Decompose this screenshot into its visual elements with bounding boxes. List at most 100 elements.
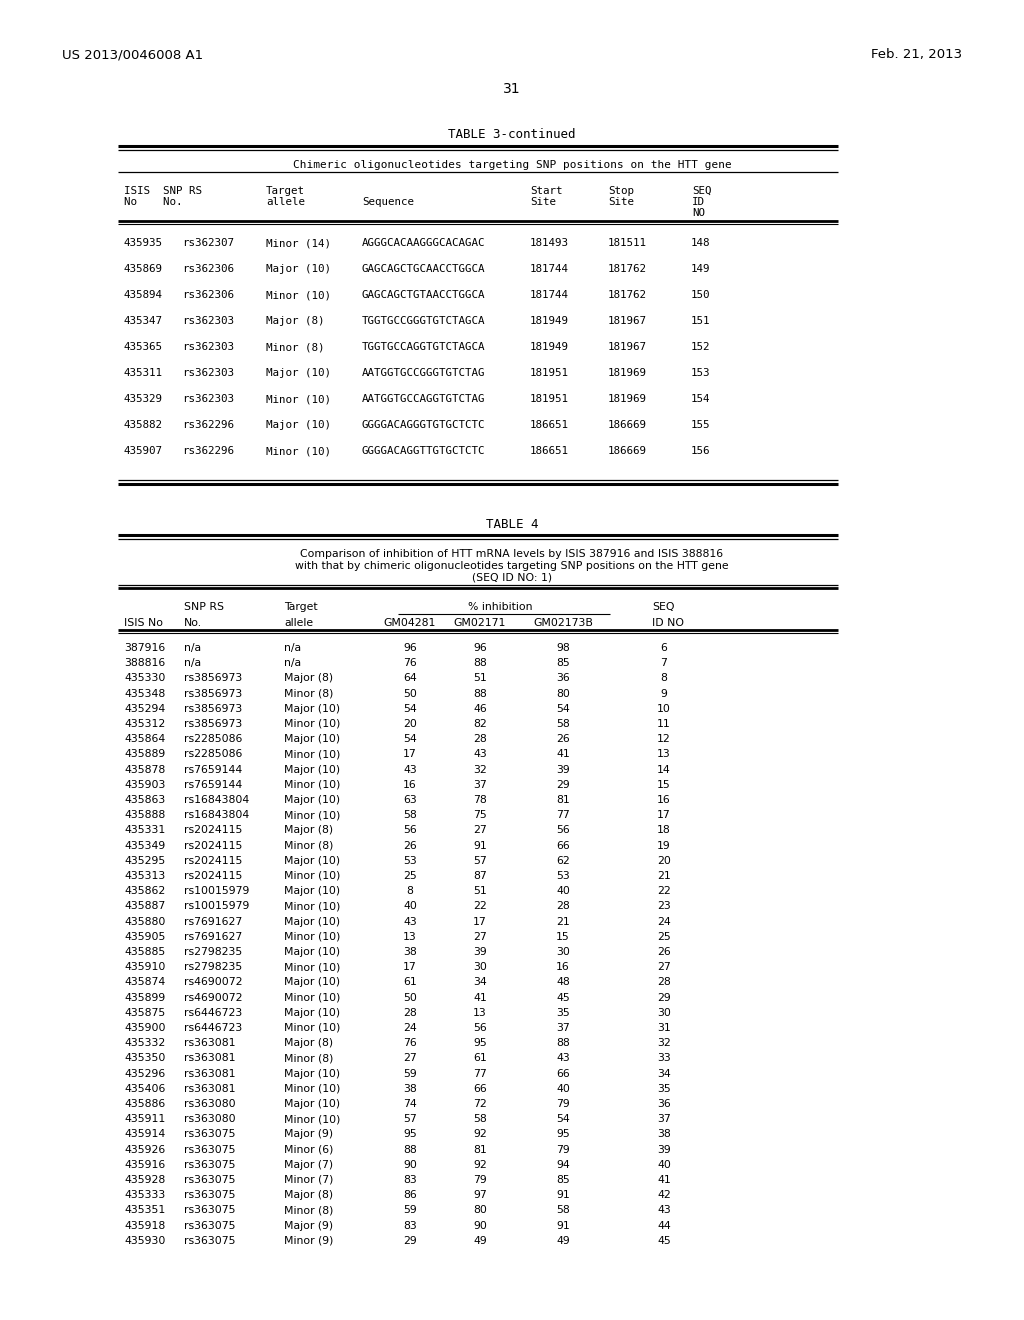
Text: 181762: 181762 bbox=[608, 290, 647, 300]
Text: Major (8): Major (8) bbox=[284, 825, 333, 836]
Text: 13: 13 bbox=[473, 1007, 486, 1018]
Text: 43: 43 bbox=[657, 1205, 671, 1216]
Text: 40: 40 bbox=[556, 1084, 570, 1094]
Text: (SEQ ID NO: 1): (SEQ ID NO: 1) bbox=[472, 573, 552, 583]
Text: 95: 95 bbox=[556, 1130, 570, 1139]
Text: Minor (10): Minor (10) bbox=[284, 719, 340, 729]
Text: 435311: 435311 bbox=[124, 368, 163, 378]
Text: 435349: 435349 bbox=[124, 841, 165, 850]
Text: 45: 45 bbox=[657, 1236, 671, 1246]
Text: 435905: 435905 bbox=[124, 932, 165, 941]
Text: rs3856973: rs3856973 bbox=[184, 704, 243, 714]
Text: allele: allele bbox=[284, 618, 313, 628]
Text: 59: 59 bbox=[403, 1069, 417, 1078]
Text: 435880: 435880 bbox=[124, 916, 165, 927]
Text: 23: 23 bbox=[657, 902, 671, 911]
Text: 152: 152 bbox=[690, 342, 710, 352]
Text: 62: 62 bbox=[556, 855, 570, 866]
Text: 435296: 435296 bbox=[124, 1069, 165, 1078]
Text: 435351: 435351 bbox=[124, 1205, 165, 1216]
Text: 11: 11 bbox=[657, 719, 671, 729]
Text: 64: 64 bbox=[403, 673, 417, 684]
Text: 22: 22 bbox=[657, 886, 671, 896]
Text: 79: 79 bbox=[556, 1144, 570, 1155]
Text: ISIS  SNP RS: ISIS SNP RS bbox=[124, 186, 202, 195]
Text: 435333: 435333 bbox=[124, 1191, 165, 1200]
Text: 20: 20 bbox=[403, 719, 417, 729]
Text: 36: 36 bbox=[556, 673, 570, 684]
Text: 92: 92 bbox=[473, 1160, 486, 1170]
Text: Major (9): Major (9) bbox=[284, 1221, 333, 1230]
Text: n/a: n/a bbox=[284, 643, 301, 653]
Text: 435406: 435406 bbox=[124, 1084, 165, 1094]
Text: 58: 58 bbox=[556, 1205, 570, 1216]
Text: Major (10): Major (10) bbox=[266, 420, 331, 430]
Text: 435926: 435926 bbox=[124, 1144, 165, 1155]
Text: 95: 95 bbox=[403, 1130, 417, 1139]
Text: rs2024115: rs2024115 bbox=[184, 825, 243, 836]
Text: 79: 79 bbox=[473, 1175, 486, 1185]
Text: 435899: 435899 bbox=[124, 993, 165, 1003]
Text: 53: 53 bbox=[403, 855, 417, 866]
Text: 81: 81 bbox=[473, 1144, 486, 1155]
Text: 181744: 181744 bbox=[530, 290, 569, 300]
Text: 37: 37 bbox=[657, 1114, 671, 1125]
Text: n/a: n/a bbox=[184, 643, 201, 653]
Text: Minor (8): Minor (8) bbox=[284, 689, 334, 698]
Text: 29: 29 bbox=[657, 993, 671, 1003]
Text: GM02173B: GM02173B bbox=[534, 618, 593, 628]
Text: Sequence: Sequence bbox=[362, 197, 414, 207]
Text: SEQ: SEQ bbox=[652, 602, 675, 612]
Text: 22: 22 bbox=[473, 902, 486, 911]
Text: rs363081: rs363081 bbox=[184, 1069, 236, 1078]
Text: 148: 148 bbox=[690, 238, 710, 248]
Text: 30: 30 bbox=[473, 962, 487, 973]
Text: ID: ID bbox=[692, 197, 705, 207]
Text: rs2285086: rs2285086 bbox=[184, 734, 243, 744]
Text: 8: 8 bbox=[407, 886, 414, 896]
Text: 49: 49 bbox=[473, 1236, 486, 1246]
Text: 27: 27 bbox=[473, 825, 486, 836]
Text: 85: 85 bbox=[556, 659, 570, 668]
Text: rs10015979: rs10015979 bbox=[184, 902, 250, 911]
Text: rs363081: rs363081 bbox=[184, 1084, 236, 1094]
Text: 40: 40 bbox=[556, 886, 570, 896]
Text: rs7659144: rs7659144 bbox=[184, 764, 243, 775]
Text: 33: 33 bbox=[657, 1053, 671, 1064]
Text: 66: 66 bbox=[556, 841, 570, 850]
Text: No.: No. bbox=[184, 618, 202, 628]
Text: 88: 88 bbox=[403, 1144, 417, 1155]
Text: Major (10): Major (10) bbox=[284, 704, 340, 714]
Text: 435878: 435878 bbox=[124, 764, 165, 775]
Text: 77: 77 bbox=[473, 1069, 486, 1078]
Text: 34: 34 bbox=[473, 977, 486, 987]
Text: 27: 27 bbox=[473, 932, 486, 941]
Text: rs2798235: rs2798235 bbox=[184, 962, 243, 973]
Text: Minor (10): Minor (10) bbox=[266, 290, 331, 300]
Text: rs363075: rs363075 bbox=[184, 1221, 236, 1230]
Text: 48: 48 bbox=[556, 977, 570, 987]
Text: 87: 87 bbox=[473, 871, 486, 880]
Text: 16: 16 bbox=[657, 795, 671, 805]
Text: 41: 41 bbox=[556, 750, 570, 759]
Text: 30: 30 bbox=[657, 1007, 671, 1018]
Text: 94: 94 bbox=[556, 1160, 570, 1170]
Text: Major (8): Major (8) bbox=[284, 1039, 333, 1048]
Text: 435916: 435916 bbox=[124, 1160, 165, 1170]
Text: Minor (10): Minor (10) bbox=[284, 1084, 340, 1094]
Text: 30: 30 bbox=[556, 946, 570, 957]
Text: 63: 63 bbox=[403, 795, 417, 805]
Text: rs3856973: rs3856973 bbox=[184, 673, 243, 684]
Text: Major (10): Major (10) bbox=[266, 264, 331, 275]
Text: Major (10): Major (10) bbox=[284, 916, 340, 927]
Text: 57: 57 bbox=[403, 1114, 417, 1125]
Text: Minor (10): Minor (10) bbox=[284, 810, 340, 820]
Text: 7: 7 bbox=[660, 659, 668, 668]
Text: 435930: 435930 bbox=[124, 1236, 165, 1246]
Text: Major (8): Major (8) bbox=[284, 673, 333, 684]
Text: 44: 44 bbox=[657, 1221, 671, 1230]
Text: GM04281: GM04281 bbox=[384, 618, 436, 628]
Text: 186669: 186669 bbox=[608, 420, 647, 430]
Text: SEQ: SEQ bbox=[692, 186, 712, 195]
Text: Minor (10): Minor (10) bbox=[284, 902, 340, 911]
